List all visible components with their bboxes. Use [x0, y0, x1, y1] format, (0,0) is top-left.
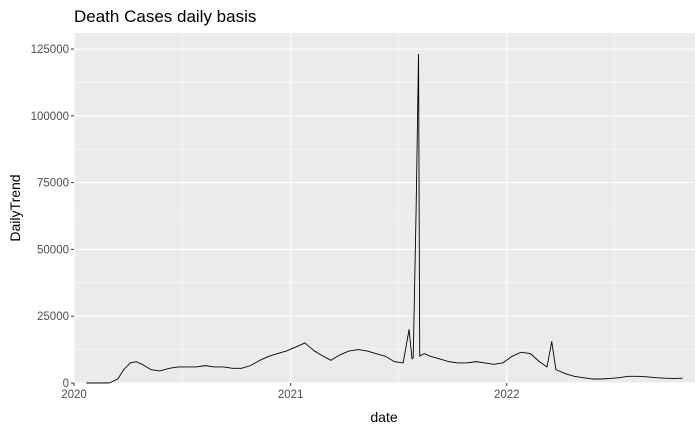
series-line [86, 53, 683, 384]
y-tick-label: 125000 [31, 44, 69, 56]
major-gridlines [73, 33, 695, 384]
plot-panel [74, 33, 695, 383]
x-tick-label: 2022 [494, 389, 520, 401]
chart-title: Death Cases daily basis [74, 7, 256, 26]
x-axis-title: date [370, 409, 397, 425]
series-layer [86, 53, 683, 384]
axis-ticks [71, 48, 508, 386]
minor-gridlines [74, 33, 695, 383]
y-tick-label: 25000 [37, 311, 69, 323]
y-tick-label: 75000 [37, 178, 69, 190]
y-tick-label: 50000 [37, 244, 69, 256]
y-axis-title: DailyTrend [7, 174, 23, 241]
tick-labels: 0 25000 50000 75000 100000 125000 2020 2021 2022 [31, 44, 520, 401]
y-tick-label: 100000 [31, 111, 69, 123]
x-tick-label: 2021 [278, 389, 304, 401]
y-tick-label: 0 [63, 378, 69, 390]
x-tick-label: 2020 [61, 389, 87, 401]
